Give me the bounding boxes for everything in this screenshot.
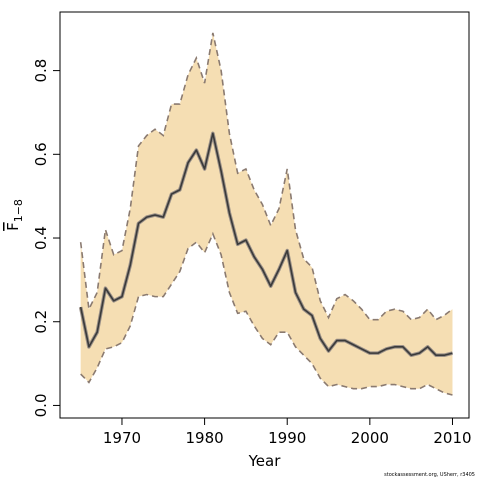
lower-bound-line [80, 231, 453, 396]
y-tick-label-group: 0.2 [32, 310, 50, 334]
y-tick-label-group: 0.6 [32, 142, 50, 166]
plot-area [78, 32, 453, 396]
x-axis: 1970 1980 1990 2000 2010 [103, 417, 472, 447]
x-axis-title: Year [248, 452, 282, 470]
confidence-band [80, 32, 453, 395]
y-tick-label: 0.8 [32, 59, 50, 83]
x-tick-label: 2000 [351, 429, 389, 447]
y-tick-label-group: 0.4 [32, 226, 50, 250]
y-tick-label: 0.0 [32, 394, 50, 418]
y-axis-title-subscript: 1−8 [12, 199, 25, 222]
x-tick-label: 1990 [268, 429, 306, 447]
y-axis-title-main: F [4, 222, 22, 231]
x-tick-label: 1980 [186, 429, 224, 447]
y-tick-label: 0.4 [32, 226, 50, 250]
credit-text: stockassessment.org, USherr, r3405 [384, 472, 475, 478]
y-tick-label: 0.6 [32, 142, 50, 166]
y-tick-label: 0.2 [32, 310, 50, 334]
y-axis: 0.0 0.2 0.4 0.6 0.8 [32, 59, 61, 418]
y-tick-label-group: 0.0 [32, 394, 50, 418]
upper-bound-line [79, 32, 453, 321]
y-axis-title: F1−8 [4, 199, 25, 231]
x-tick-label: 1970 [103, 429, 141, 447]
x-tick-label: 2010 [433, 429, 471, 447]
svg-text:F1−8: F1−8 [4, 199, 25, 231]
estimate-line [79, 132, 453, 357]
y-tick-label-group: 0.8 [32, 59, 50, 83]
